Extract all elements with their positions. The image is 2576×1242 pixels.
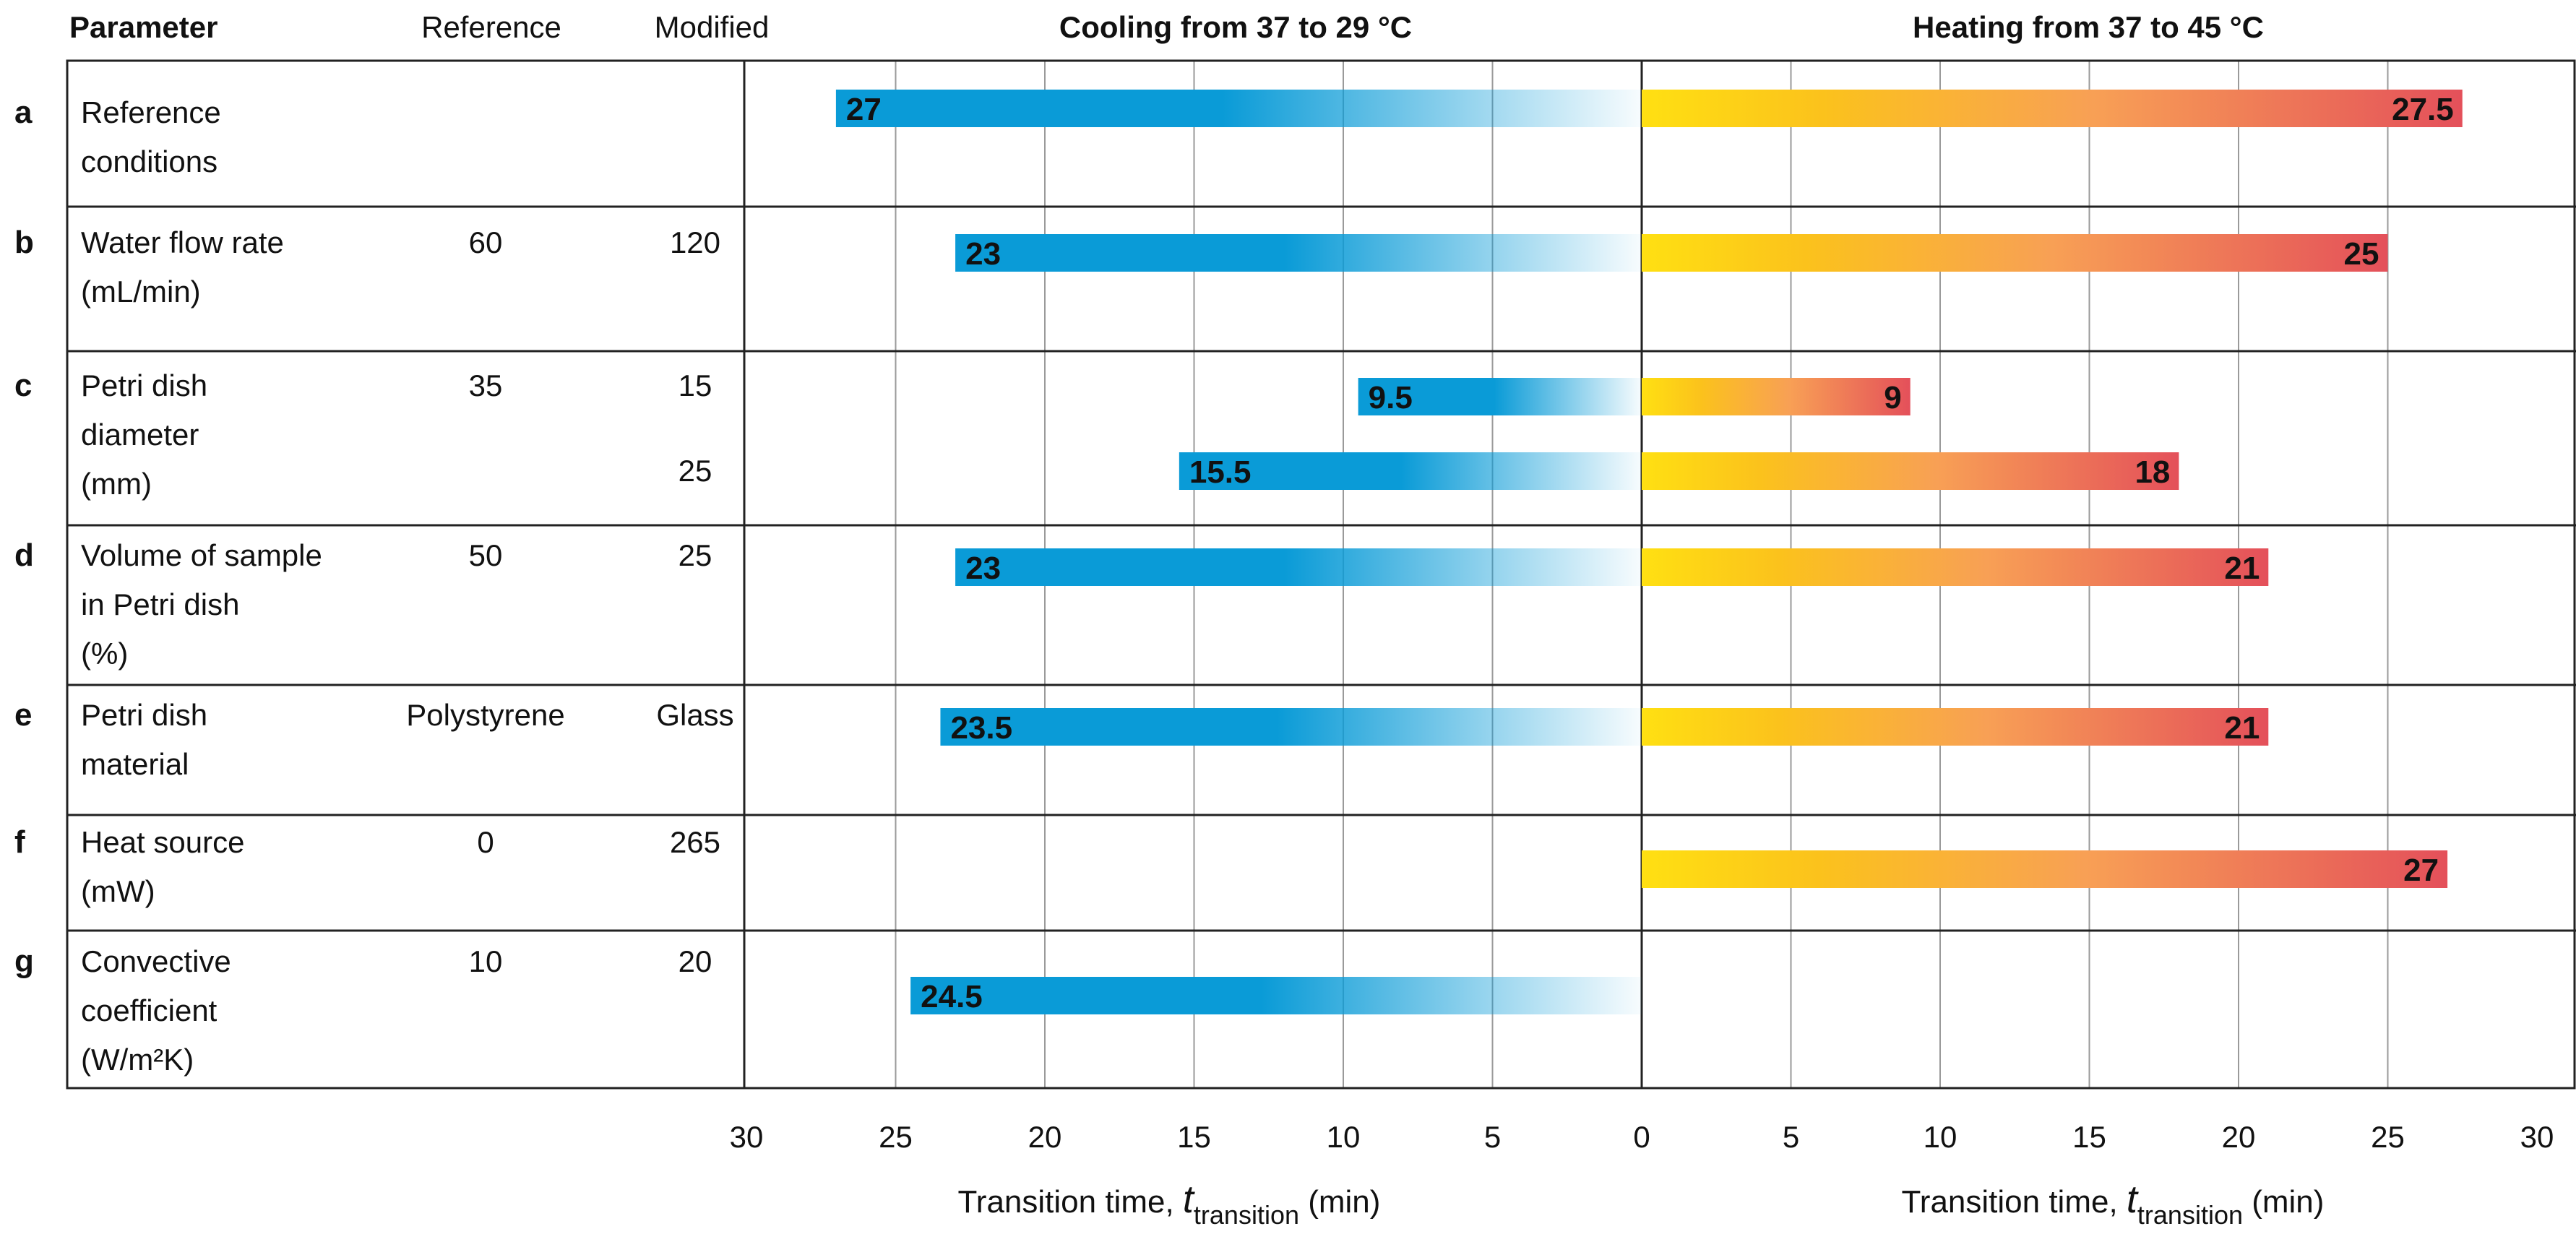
row-letter-d: d bbox=[14, 538, 34, 573]
row-param-g-line: Convective bbox=[81, 944, 231, 978]
heating-bar-c (15 mm) bbox=[1642, 378, 1911, 415]
row-param-d-line: in Petri dish bbox=[81, 587, 239, 621]
cooling-bar-label: 27 bbox=[846, 92, 882, 127]
table-frame bbox=[66, 59, 2576, 1090]
row-modified-e: Glass bbox=[656, 698, 733, 732]
heating-axis-label: Transition time, ttransition (min) bbox=[1902, 1178, 2325, 1230]
cooling-tick-label: 30 bbox=[730, 1120, 764, 1154]
row-reference-d: 50 bbox=[469, 538, 503, 572]
row-letter-e: e bbox=[14, 697, 32, 733]
axis-label-t: t bbox=[1183, 1178, 1195, 1221]
row-param-e-line: material bbox=[81, 747, 189, 781]
heating-bar-label: 9 bbox=[1884, 380, 1901, 415]
heating-bar-b bbox=[1642, 234, 2388, 272]
cooling-bar-label: 23 bbox=[965, 236, 1001, 272]
heating-bar-a bbox=[1642, 90, 2463, 127]
cooling-bar-e bbox=[940, 708, 1642, 746]
row-param-c-line: diameter bbox=[81, 418, 199, 452]
header-modified: Modified bbox=[655, 10, 770, 44]
row-param-b-line: (mL/min) bbox=[81, 275, 201, 309]
heating-bar-label: 21 bbox=[2224, 551, 2260, 586]
row-param-c-line: Petri dish bbox=[81, 368, 207, 402]
row-letter-c: c bbox=[14, 368, 32, 403]
header-reference: Reference bbox=[421, 10, 561, 44]
heating-bar-label: 21 bbox=[2224, 710, 2260, 746]
row-letter-f: f bbox=[14, 824, 25, 860]
heating-bar-d bbox=[1642, 548, 2269, 586]
axis-label-t: t bbox=[2127, 1178, 2139, 1221]
heating-tick-label: 25 bbox=[2371, 1120, 2405, 1154]
heating-bar-e bbox=[1642, 708, 2269, 746]
row-param-g-line: (W/m²K) bbox=[81, 1043, 194, 1077]
cooling-bar-d bbox=[955, 548, 1642, 586]
heating-tick-label: 0 bbox=[1633, 1120, 1650, 1154]
row-param-c-line: (mm) bbox=[81, 467, 152, 501]
cooling-bar-label: 9.5 bbox=[1369, 380, 1413, 415]
cooling-bar-a bbox=[835, 90, 1642, 127]
header-cooling: Cooling from 37 to 29 °C bbox=[1059, 10, 1412, 44]
heating-bar-label: 27.5 bbox=[2392, 92, 2454, 127]
row-param-a-line: conditions bbox=[81, 145, 217, 178]
row-modified-c: 25 bbox=[679, 454, 712, 488]
header-heating: Heating from 37 to 45 °C bbox=[1913, 10, 2264, 44]
row-reference-b: 60 bbox=[469, 225, 503, 259]
heating-tick-label: 20 bbox=[2222, 1120, 2256, 1154]
row-param-a-line: Reference bbox=[81, 95, 221, 129]
row-param-d-line: (%) bbox=[81, 637, 128, 670]
row-letter-b: b bbox=[14, 225, 34, 260]
row-modified-g: 20 bbox=[679, 944, 712, 978]
axis-label-sub: transition bbox=[1194, 1200, 1299, 1230]
heating-tick-label: 5 bbox=[1783, 1120, 1799, 1154]
axis-label-main: Transition time, bbox=[958, 1184, 1183, 1220]
heating-bar-label: 18 bbox=[2135, 454, 2170, 490]
heating-bar-c (25 mm) bbox=[1642, 452, 2179, 490]
heating-tick-label: 10 bbox=[1924, 1120, 1957, 1154]
row-param-g-line: coefficient bbox=[81, 993, 217, 1027]
heating-bar-f bbox=[1642, 850, 2448, 888]
header-parameter: Parameter bbox=[69, 10, 217, 44]
cooling-bar-g bbox=[910, 977, 1642, 1014]
row-reference-g: 10 bbox=[469, 944, 503, 978]
cooling-tick-label: 5 bbox=[1484, 1120, 1501, 1154]
row-param-d-line: Volume of sample bbox=[81, 538, 322, 572]
cooling-axis-label: Transition time, ttransition (min) bbox=[958, 1178, 1381, 1230]
cooling-bar-c (15 mm) bbox=[1358, 378, 1642, 415]
cooling-bar-c (25 mm) bbox=[1179, 452, 1642, 490]
heating-bar-label: 27 bbox=[2403, 853, 2439, 888]
cooling-tick-label: 10 bbox=[1327, 1120, 1361, 1154]
axis-label-main: Transition time, bbox=[1902, 1184, 2127, 1220]
row-letter-a: a bbox=[14, 95, 33, 130]
cooling-bar-label: 23.5 bbox=[950, 710, 1012, 746]
row-letter-g: g bbox=[14, 944, 34, 979]
row-modified-d: 25 bbox=[679, 538, 712, 572]
row-modified-f: 265 bbox=[670, 825, 720, 859]
axis-label-unit: (min) bbox=[2243, 1184, 2324, 1220]
axis-label-unit: (min) bbox=[1299, 1184, 1380, 1220]
cooling-bar-b bbox=[955, 234, 1642, 272]
heating-tick-label: 30 bbox=[2520, 1120, 2554, 1154]
cooling-tick-label: 25 bbox=[879, 1120, 913, 1154]
row-modified-c: 15 bbox=[679, 368, 712, 402]
heating-bar-label: 25 bbox=[2344, 236, 2379, 272]
row-param-f-line: (mW) bbox=[81, 874, 155, 908]
row-param-e-line: Petri dish bbox=[81, 698, 207, 732]
row-param-f-line: Heat source bbox=[81, 825, 244, 859]
cooling-bar-label: 23 bbox=[965, 551, 1001, 586]
cooling-bar-label: 24.5 bbox=[921, 979, 983, 1014]
row-reference-c: 35 bbox=[469, 368, 503, 402]
cooling-tick-label: 15 bbox=[1177, 1120, 1211, 1154]
axis-label-sub: transition bbox=[2137, 1200, 2243, 1230]
row-modified-b: 120 bbox=[670, 225, 720, 259]
row-reference-f: 0 bbox=[477, 825, 494, 859]
heating-tick-label: 15 bbox=[2072, 1120, 2106, 1154]
row-reference-e: Polystyrene bbox=[406, 698, 564, 732]
cooling-tick-label: 20 bbox=[1028, 1120, 1062, 1154]
row-param-b-line: Water flow rate bbox=[81, 225, 284, 259]
cooling-bar-label: 15.5 bbox=[1189, 454, 1252, 490]
